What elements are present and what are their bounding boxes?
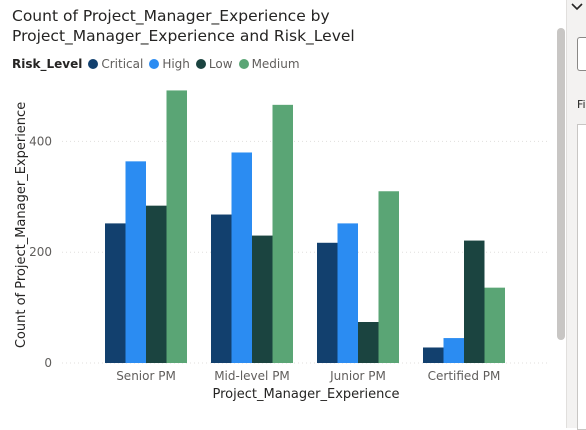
chart-title: Count of Project_Manager_Experience by P… (12, 7, 355, 45)
side-pane-search-box[interactable] (577, 37, 586, 71)
legend-item-medium[interactable]: Medium (238, 57, 300, 71)
legend-dot-icon (238, 59, 249, 69)
side-pane-label: Fi (577, 98, 586, 111)
x-tick-label: Mid-level PM (214, 369, 290, 383)
bar-medium-junior-pm[interactable] (378, 191, 400, 363)
bar-low-mid-level-pm[interactable] (252, 235, 273, 363)
bar-high-junior-pm[interactable] (337, 223, 359, 363)
bar-critical-senior-pm[interactable] (105, 223, 126, 363)
x-axis-title: Project_Manager_Experience (213, 387, 400, 402)
bar-high-senior-pm[interactable] (125, 161, 147, 363)
x-tick-label: Junior PM (329, 369, 386, 383)
bar-high-mid-level-pm[interactable] (231, 152, 253, 363)
y-tick-label: 200 (29, 245, 52, 259)
legend-item-high[interactable]: High (149, 57, 190, 71)
legend: Risk_Level Critical High Low Medium (12, 56, 306, 72)
bar-critical-certified-pm[interactable] (423, 347, 444, 363)
bar-medium-certified-pm[interactable] (484, 287, 506, 363)
legend-label: Critical (101, 57, 144, 71)
vertical-scrollbar[interactable] (557, 28, 565, 340)
bar-high-certified-pm[interactable] (443, 338, 465, 363)
legend-label: High (162, 57, 190, 71)
bar-low-junior-pm[interactable] (358, 322, 379, 363)
plot-area: 0 200 400 Senior PM Mid-level PM Junior PM Cer… (14, 90, 550, 402)
legend-dot-icon (195, 59, 206, 69)
x-tick-label: Certified PM (428, 369, 501, 383)
y-tick-label: 0 (44, 356, 52, 370)
bar-critical-junior-pm[interactable] (317, 242, 338, 363)
chevron-down-icon[interactable] (568, 0, 586, 16)
legend-label: Medium (251, 57, 300, 71)
legend-title: Risk_Level (12, 57, 83, 71)
side-pane-panel (577, 124, 586, 430)
legend-item-low[interactable]: Low (195, 57, 233, 71)
y-tick-label: 400 (29, 134, 52, 148)
x-tick-label: Senior PM (116, 369, 176, 383)
bar-medium-mid-level-pm[interactable] (272, 104, 294, 363)
bar-medium-senior-pm[interactable] (166, 90, 188, 363)
y-axis-title: Count of Project_Manager_Experience (14, 102, 29, 348)
legend-label: Low (208, 57, 233, 71)
bar-critical-mid-level-pm[interactable] (211, 214, 232, 363)
chart-visual[interactable]: Count of Project_Manager_Experience by P… (0, 0, 556, 428)
bar-low-senior-pm[interactable] (146, 205, 167, 363)
legend-dot-icon (88, 59, 99, 69)
legend-item-critical[interactable]: Critical (88, 57, 143, 71)
bar-low-certified-pm[interactable] (464, 240, 485, 363)
legend-dot-icon (149, 59, 160, 69)
